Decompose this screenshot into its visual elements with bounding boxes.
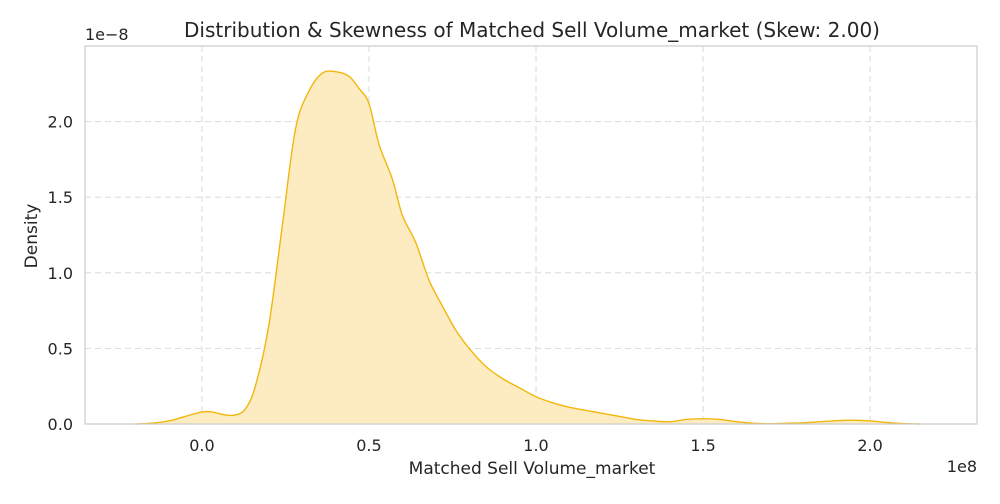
x-tick-label: 1.0	[523, 436, 548, 455]
y-tick-label: 1.5	[48, 188, 73, 207]
y-tick-label: 0.0	[48, 415, 73, 434]
y-tick-label: 2.0	[48, 113, 73, 132]
chart-title: Distribution & Skewness of Matched Sell …	[184, 18, 880, 42]
y-tick-label: 1.0	[48, 264, 73, 283]
y-axis-ticks: 0.0 0.5 1.0 1.5 2.0	[48, 113, 73, 434]
y-axis-label: Density	[22, 204, 42, 269]
x-tick-label: 1.5	[690, 436, 715, 455]
plot-frame	[84, 45, 978, 425]
x-tick-label: 0.0	[189, 436, 214, 455]
y-tick-label: 0.5	[48, 339, 73, 358]
x-axis-ticks: 0.0 0.5 1.0 1.5 2.0	[189, 436, 883, 455]
y-axis-offset-label: 1e−8	[85, 25, 129, 44]
grid	[85, 46, 977, 425]
plot-area	[135, 70, 921, 425]
x-tick-label: 0.5	[356, 436, 381, 455]
x-axis-label: Matched Sell Volume_market	[409, 459, 656, 479]
density-fill	[135, 71, 921, 424]
x-tick-label: 2.0	[857, 436, 882, 455]
x-axis-offset-label: 1e8	[947, 457, 977, 476]
density-line	[135, 70, 921, 425]
